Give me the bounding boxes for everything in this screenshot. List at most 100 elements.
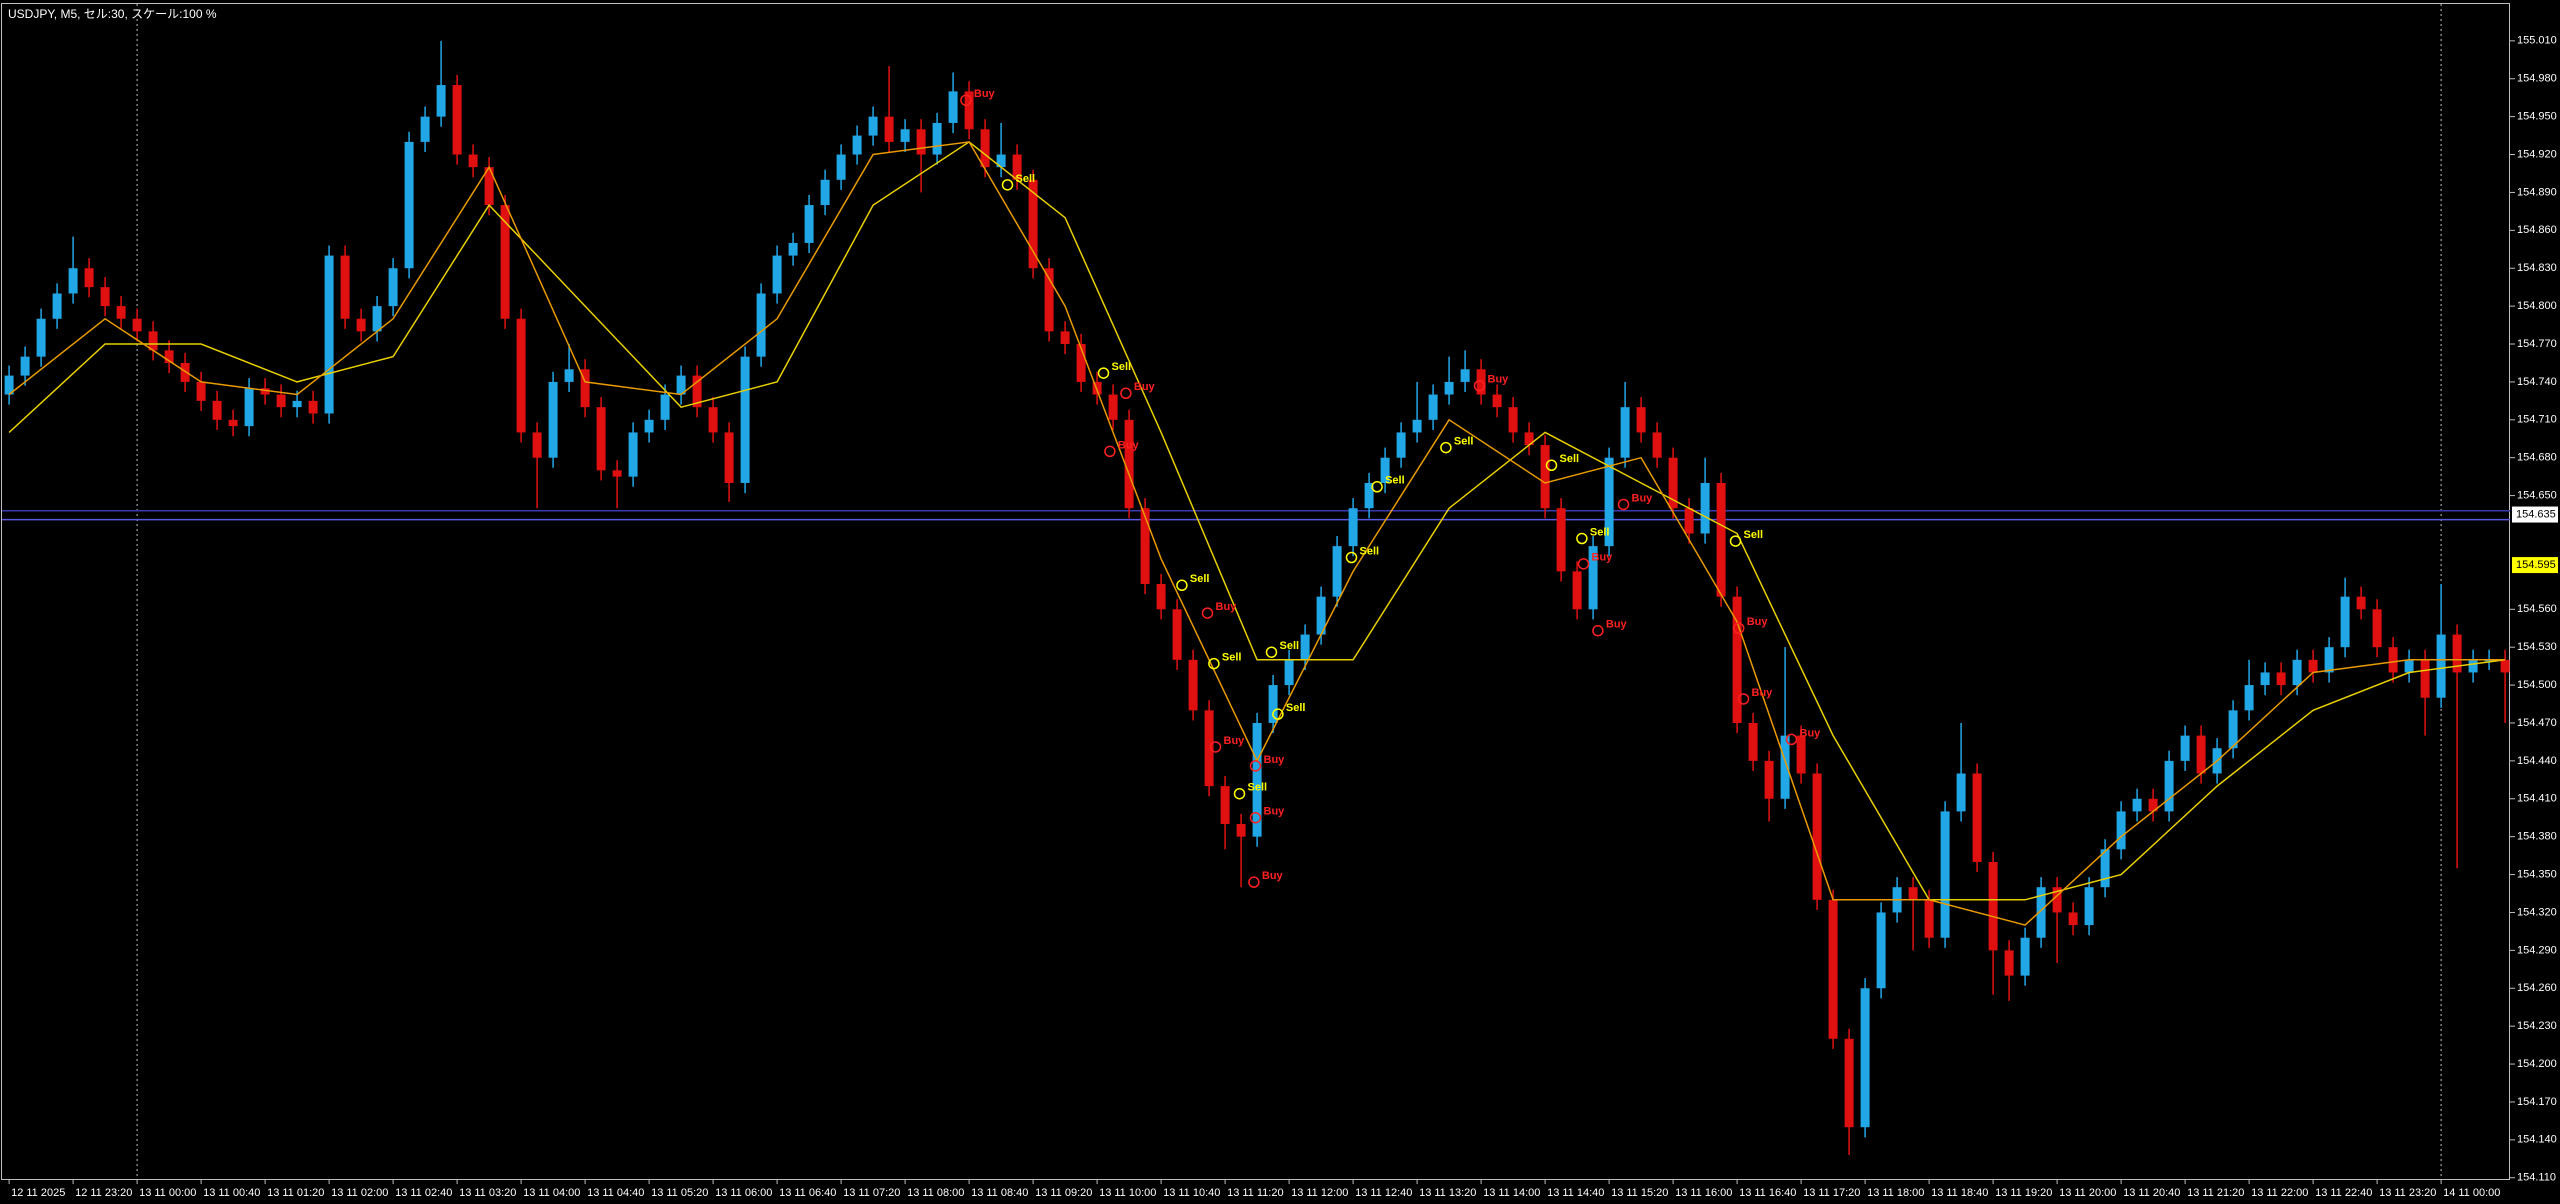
candle-body: [852, 135, 862, 155]
candle-body: [436, 85, 446, 117]
candle-body: [1716, 482, 1726, 597]
candle-body: [2068, 912, 2078, 926]
signal-label: Sell: [1280, 640, 1300, 652]
signal-label: Buy: [1118, 439, 1140, 451]
candle-body: [2036, 887, 2046, 938]
x-tick-label: 13 11 09:20: [1035, 1187, 1092, 1199]
candle-body: [276, 394, 286, 408]
candle-body: [1652, 432, 1662, 458]
candle-body: [932, 122, 942, 155]
candle-body: [1940, 811, 1950, 938]
candle-body: [564, 369, 574, 382]
y-tick-label: 154.380: [2517, 831, 2557, 843]
signal-label: Sell: [1560, 453, 1580, 465]
candle-body: [820, 179, 830, 206]
candle-body: [2196, 735, 2206, 774]
candle-body: [1380, 457, 1390, 483]
candle-body: [1060, 331, 1070, 345]
signal-marker: [1729, 535, 1742, 547]
candle-body: [2388, 647, 2398, 673]
candle-body: [516, 318, 526, 433]
signal-label: Sell: [1590, 526, 1610, 538]
candle-body: [1636, 407, 1646, 433]
candle-body: [1396, 432, 1406, 458]
signal-label: Buy: [1262, 870, 1284, 882]
y-tick-label: 154.860: [2517, 224, 2557, 236]
candle-body: [196, 381, 206, 401]
candle-body: [868, 116, 878, 136]
candle-body: [164, 350, 174, 363]
price-label: 154.635: [2516, 508, 2556, 520]
candle-body: [900, 129, 910, 142]
x-tick-label: 13 11 06:00: [715, 1187, 772, 1199]
signal-marker: [1249, 811, 1262, 824]
x-tick-label: 13 11 21:20: [2187, 1187, 2244, 1199]
candle-body: [100, 287, 110, 307]
x-tick-label: 13 11 16:00: [1675, 1187, 1732, 1199]
candle-body: [1556, 508, 1566, 572]
signal-marker: [1576, 532, 1588, 545]
plot-frame: [1, 3, 2510, 1180]
candle-body: [1844, 1038, 1854, 1128]
candle-body: [964, 91, 974, 130]
candle-body: [1956, 773, 1966, 812]
x-tick-label: 13 11 22:00: [2251, 1187, 2308, 1199]
candle-body: [1028, 179, 1038, 269]
signal-label: Buy: [1264, 806, 1286, 818]
candle-body: [660, 394, 670, 420]
candle-body: [1108, 394, 1118, 420]
candle-body: [2500, 659, 2510, 673]
candle-body: [644, 419, 654, 433]
candle-body: [212, 400, 222, 420]
candle-body: [772, 255, 782, 294]
candle-body: [1492, 394, 1502, 408]
candle-body: [20, 356, 30, 376]
signal-marker: [1785, 733, 1798, 746]
candle-body: [1444, 381, 1454, 395]
candle-body: [2372, 609, 2382, 648]
candle-body: [2100, 849, 2110, 888]
x-tick-label: 13 11 16:40: [1739, 1187, 1796, 1199]
signal-label: Buy: [1606, 619, 1628, 631]
candle-body: [804, 205, 814, 243]
candle-body: [884, 116, 894, 142]
candle-body: [404, 141, 414, 269]
signal-label: Sell: [1112, 361, 1132, 373]
candle-body: [596, 407, 606, 471]
candle-body: [2420, 659, 2430, 698]
signal-label: Sell: [1454, 436, 1474, 448]
y-tick-label: 154.440: [2517, 755, 2557, 767]
signal-label: Buy: [974, 88, 996, 100]
signal-label: Sell: [1385, 475, 1405, 487]
signal-marker: [1201, 607, 1214, 619]
candle-body: [1700, 482, 1710, 534]
signal-marker: [1120, 387, 1132, 400]
candle-body: [1748, 722, 1758, 761]
candle-body: [836, 154, 846, 180]
y-tick-label: 154.980: [2517, 73, 2557, 85]
candle-body: [1764, 760, 1774, 799]
candle-body: [1124, 419, 1134, 509]
candle-body: [676, 375, 686, 395]
x-tick-label: 13 11 19:20: [1995, 1187, 2052, 1199]
x-tick-label: 13 11 05:20: [651, 1187, 708, 1199]
y-tick-label: 154.230: [2517, 1020, 2557, 1032]
candle-body: [1348, 508, 1358, 547]
y-tick-label: 154.950: [2517, 111, 2557, 123]
x-tick-label: 13 11 04:00: [523, 1187, 580, 1199]
candle-body: [980, 129, 990, 168]
x-tick-label: 13 11 17:20: [1803, 1187, 1860, 1199]
candle-body: [1012, 154, 1022, 180]
x-tick-label: 13 11 12:00: [1291, 1187, 1348, 1199]
signal-label: Buy: [1264, 754, 1286, 766]
candle-body: [1508, 407, 1518, 433]
x-tick-label: 12 11 2025: [11, 1187, 65, 1199]
signal-marker: [1104, 445, 1116, 458]
signal-marker: [1176, 579, 1188, 592]
candle-body: [468, 154, 478, 168]
x-tick-label: 13 11 03:20: [459, 1187, 516, 1199]
signal-marker: [1473, 379, 1486, 392]
candle-body: [1204, 710, 1214, 787]
candle-body: [2116, 811, 2126, 850]
candle-body: [68, 268, 78, 294]
